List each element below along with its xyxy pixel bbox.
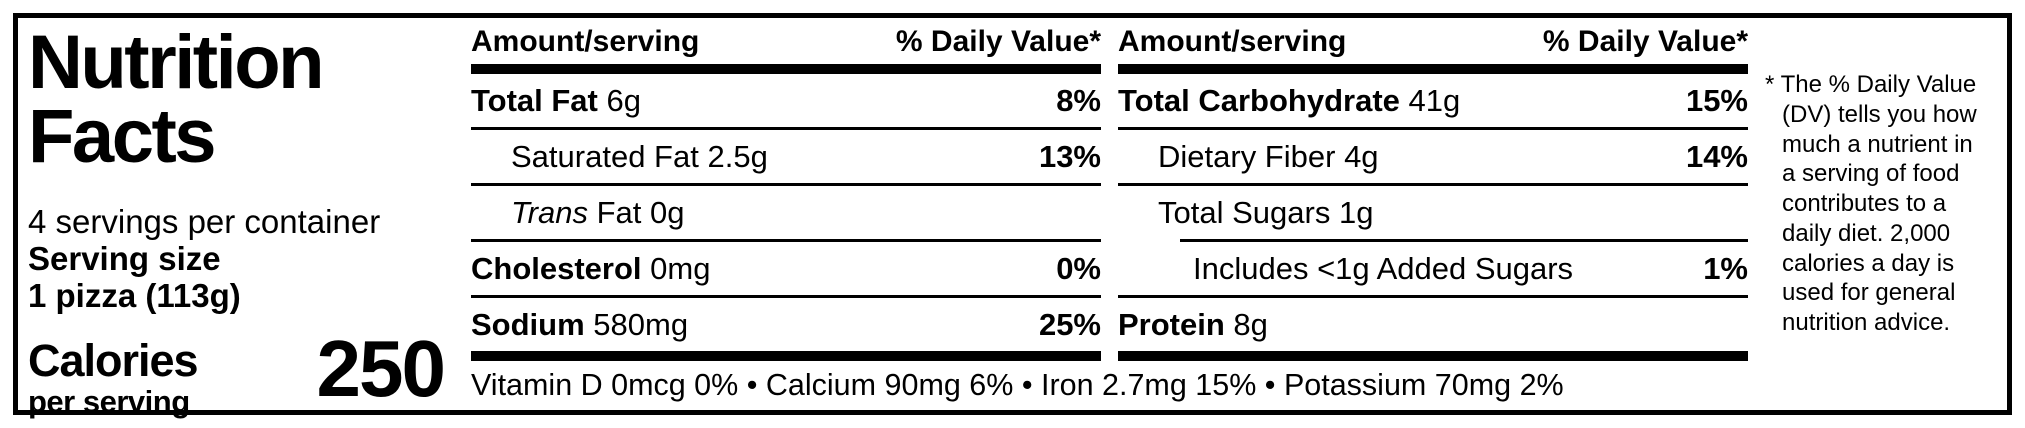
thick-bar <box>1118 64 1748 74</box>
serving-size-label: Serving size <box>28 239 221 277</box>
thick-bar <box>471 351 1101 361</box>
calories-label: Calories <box>28 334 199 386</box>
serving-size-value: 1 pizza (113g) <box>28 276 241 314</box>
calories-words: Calories per serving <box>28 334 199 419</box>
micronutrients-row: Vitamin D 0mcg 0% • Calcium 90mg 6% • Ir… <box>471 368 1564 402</box>
nutrient-row-cholesterol: Cholesterol 0mg 0% <box>471 250 1101 286</box>
divider <box>471 183 1101 186</box>
nutrient-table: Amount/serving % Daily Value* Total Fat … <box>471 18 1748 410</box>
nutrient-row-total-carbohydrate: Total Carbohydrate 41g 15% <box>1118 82 1748 118</box>
divider <box>1118 295 1748 298</box>
column-gap <box>1101 18 1118 361</box>
daily-value-header: % Daily Value* <box>895 25 1101 58</box>
calories-sublabel: per serving <box>28 383 190 419</box>
nutrient-row-sodium: Sodium 580mg 25% <box>471 306 1101 342</box>
nutrient-row-total-sugars: Total Sugars 1g <box>1158 194 1374 230</box>
nutrient-row-saturated-fat: Saturated Fat 2.5g 13% <box>511 138 1101 174</box>
daily-value-header: % Daily Value* <box>1542 25 1748 58</box>
footnote-text: * The % Daily Value (DV) tells you how m… <box>1765 71 1977 336</box>
dv-dietary-fiber: 14% <box>1685 138 1748 174</box>
serving-info: 4 servings per container Serving size 1 … <box>28 202 458 315</box>
dv-total-carbohydrate: 15% <box>1685 82 1748 118</box>
dv-cholesterol: 0% <box>1056 250 1101 286</box>
thick-bar <box>1118 351 1748 361</box>
nutrient-column-1: Amount/serving % Daily Value* Total Fat … <box>471 18 1101 361</box>
nutrient-columns: Amount/serving % Daily Value* Total Fat … <box>471 18 1748 361</box>
divider <box>471 127 1101 130</box>
amount-per-serving-header: Amount/serving <box>1118 25 1347 58</box>
identity-panel: Nutrition Facts 4 servings per container… <box>18 18 458 417</box>
dv-total-fat: 8% <box>1056 82 1101 118</box>
label-title: Nutrition Facts <box>28 20 458 180</box>
dv-saturated-fat: 13% <box>1038 138 1101 174</box>
divider <box>471 295 1101 298</box>
column1-header: Amount/serving % Daily Value* <box>471 18 1101 64</box>
nutrient-row-dietary-fiber: Dietary Fiber 4g 14% <box>1158 138 1748 174</box>
nutrient-row-total-fat: Total Fat 6g 8% <box>471 82 1101 118</box>
calories-row: Calories per serving 250 <box>28 323 458 419</box>
divider <box>471 239 1101 242</box>
nutrient-column-2: Amount/serving % Daily Value* Total Carb… <box>1118 18 1748 361</box>
amount-per-serving-header: Amount/serving <box>471 25 700 58</box>
title-line-2: Facts <box>28 94 217 180</box>
title-line-1: Nutrition <box>28 20 325 105</box>
daily-value-footnote: * The % Daily Value (DV) tells you how m… <box>1765 18 1979 410</box>
calories-value: 250 <box>316 323 446 413</box>
dv-sodium: 25% <box>1038 306 1101 342</box>
divider <box>1118 183 1748 186</box>
nutrient-row-trans-fat: Trans Fat 0g <box>511 194 685 230</box>
nutrient-row-added-sugars: Includes <1g Added Sugars 1% <box>1193 250 1748 286</box>
label-border-box: Nutrition Facts 4 servings per container… <box>13 13 2012 417</box>
nutrient-row-protein: Protein 8g <box>1118 306 1268 342</box>
divider-indented <box>1180 239 1748 242</box>
servings-per-container: 4 servings per container <box>28 202 381 240</box>
column2-header: Amount/serving % Daily Value* <box>1118 18 1748 64</box>
divider <box>1118 127 1748 130</box>
dv-added-sugars: 1% <box>1703 250 1748 286</box>
thick-bar <box>471 64 1101 74</box>
